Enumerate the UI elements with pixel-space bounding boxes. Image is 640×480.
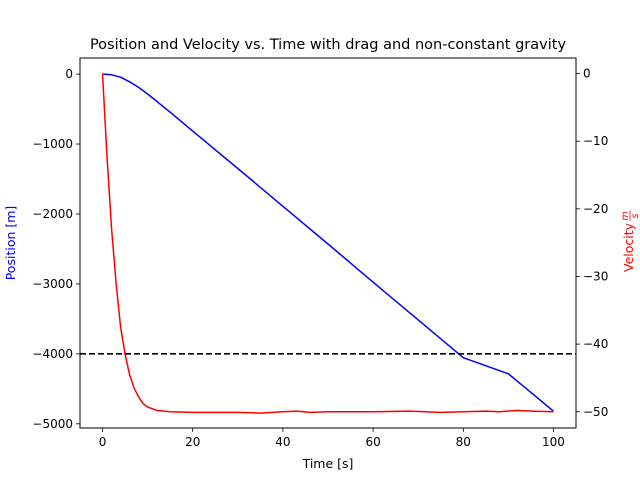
x-tick-label: 100 — [542, 435, 565, 449]
y-axis-left: 0 −1000 −2000 −3000 −4000 −5000 — [32, 67, 80, 431]
x-tick-label: 0 — [99, 435, 107, 449]
x-axis-label: Time [s] — [302, 456, 354, 471]
x-tick-label: 60 — [365, 435, 380, 449]
y-left-tick-label: −5000 — [32, 417, 73, 431]
velocity-line — [101, 73, 554, 414]
y-axis-right-label-group: Velocity m s — [620, 211, 640, 272]
y-axis-left-label: Position [m] — [3, 206, 18, 281]
y-left-tick-label: −3000 — [32, 277, 73, 291]
plot-background — [80, 58, 576, 428]
y-axis-right-unit-numerator: m — [620, 211, 631, 220]
x-tick-label: 80 — [456, 435, 471, 449]
y-right-tick-label: −20 — [583, 202, 608, 216]
chart-title: Position and Velocity vs. Time with drag… — [90, 37, 566, 53]
y-right-tick-label: −10 — [583, 134, 608, 148]
y-axis-right-unit-denominator: s — [630, 213, 640, 218]
y-right-tick-label: −40 — [583, 337, 608, 351]
y-left-tick-label: −4000 — [32, 347, 73, 361]
y-right-tick-label: −50 — [583, 405, 608, 419]
x-tick-label: 20 — [185, 435, 200, 449]
plot-frame — [79, 57, 577, 429]
y-right-tick-label: 0 — [583, 67, 591, 81]
y-axis-right: 0 −10 −20 −30 −40 −50 — [576, 67, 608, 419]
position-line — [102, 73, 554, 412]
y-right-tick-label: −30 — [583, 269, 608, 283]
y-axis-right-label: Velocity — [621, 222, 636, 272]
plot-area — [80, 58, 576, 428]
y-left-tick-label: −1000 — [32, 137, 73, 151]
y-left-tick-label: −2000 — [32, 207, 73, 221]
series-layer — [80, 73, 576, 414]
y-left-tick-label: 0 — [65, 67, 73, 81]
x-tick-label: 40 — [275, 435, 290, 449]
x-axis: 0 20 40 60 80 100 — [99, 428, 565, 449]
